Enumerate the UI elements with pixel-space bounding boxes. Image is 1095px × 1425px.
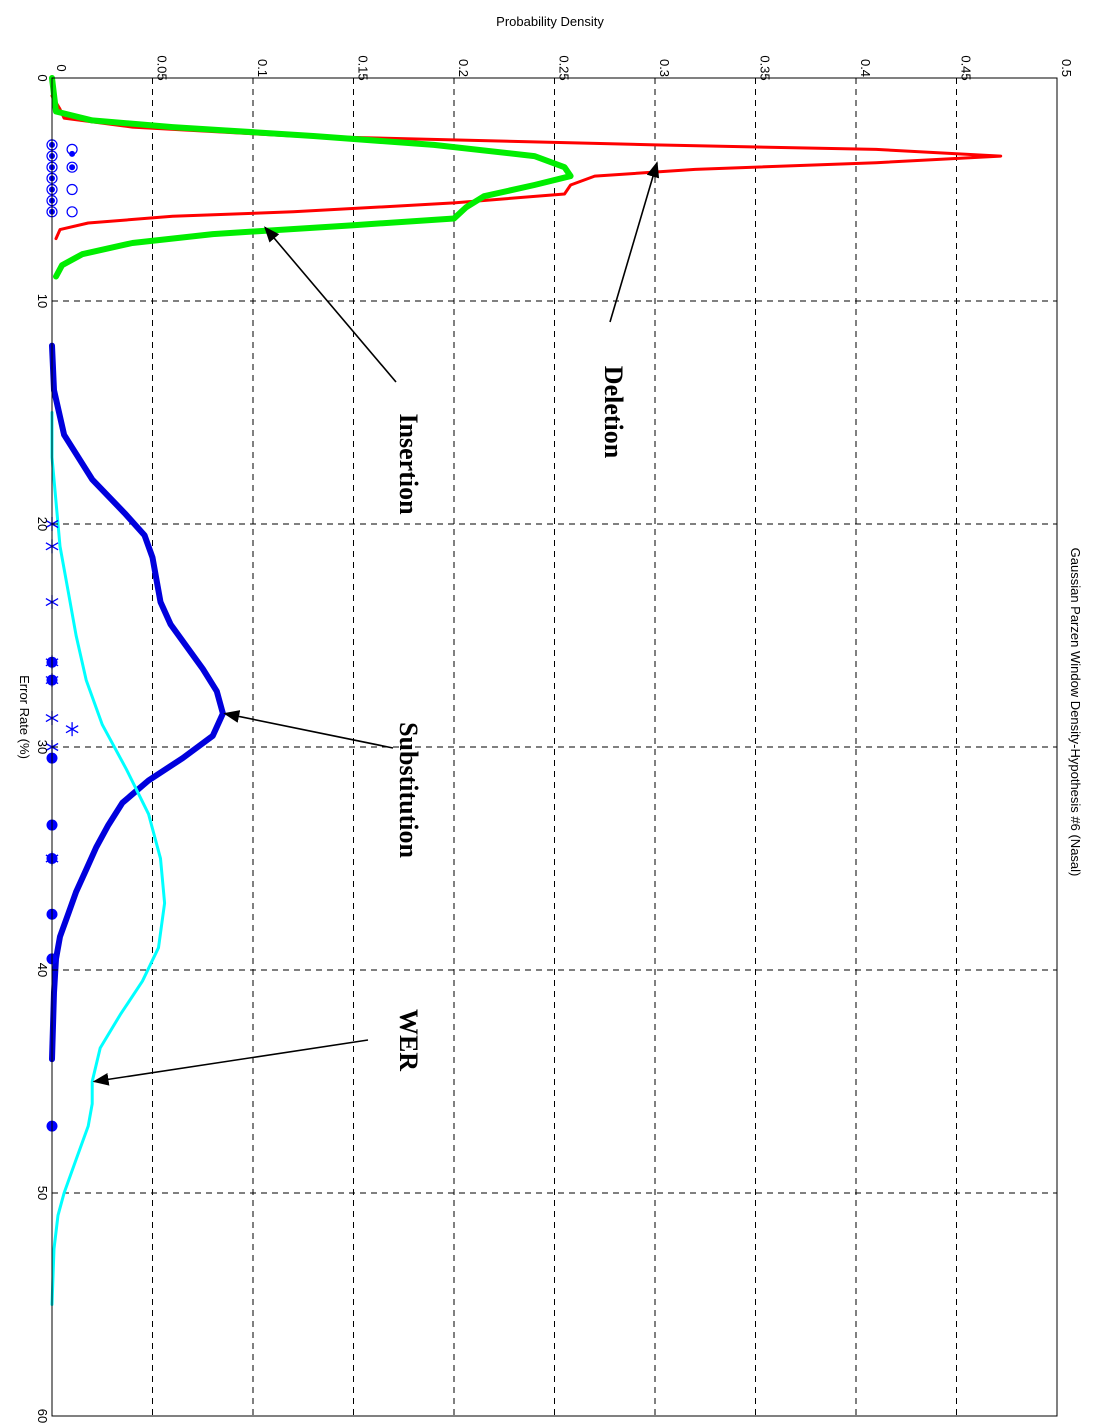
- x-tick-label: 40: [35, 963, 50, 977]
- series-substitution: [49, 342, 226, 1063]
- x-tick-label: 20: [35, 517, 50, 531]
- marker-star: [65, 722, 79, 737]
- annotations: Deletion Insertion Substitution WER: [92, 161, 660, 1086]
- marker-star-stroke: [65, 725, 79, 734]
- y-tick-label: 0.3: [657, 59, 672, 77]
- tick-labels: 0 0.05 0.1 0.15 0.2 0.25 0.3 0.35 0.4 0.45 0.5 0 10 2…: [35, 55, 1074, 1423]
- x-tick-label: 0: [35, 74, 50, 81]
- series-group: [49, 75, 1003, 1306]
- y-tick-label: 0.4: [858, 59, 873, 77]
- y-tick-label: 0.15: [356, 55, 371, 80]
- x-axis-label: Error Rate (%): [17, 675, 32, 759]
- annotation-arrow: [223, 710, 394, 749]
- marker-circle: [66, 206, 78, 218]
- annotation-wer: WER: [394, 1009, 423, 1071]
- y-tick-label: 0.35: [758, 55, 773, 80]
- annotation-arrow: [264, 226, 397, 383]
- marker-dot: [69, 164, 76, 171]
- y-tick-label: 0.05: [155, 55, 170, 80]
- annotation-substitution: Substitution: [394, 722, 423, 858]
- annotation-arrow: [609, 161, 660, 323]
- annotation-insertion: Insertion: [394, 413, 423, 515]
- annotation-arrow: [92, 1039, 369, 1086]
- annotation-deletion: Deletion: [599, 366, 628, 459]
- x-tick-label: 10: [35, 294, 50, 308]
- x-tick-label: 60: [35, 1409, 50, 1423]
- x-tick-label: 30: [35, 740, 50, 754]
- y-tick-label: 0.1: [255, 59, 270, 77]
- y-tick-label: 0.25: [557, 55, 572, 80]
- x-tick-label: 50: [35, 1186, 50, 1200]
- chart-title: Gaussian Parzen Window Density-Hypothesi…: [1068, 548, 1083, 877]
- series-insertion: [49, 75, 574, 280]
- grid-lines: [51, 77, 1058, 1417]
- y-tick-label: 0: [54, 64, 69, 71]
- y-tick-label: 0.45: [959, 55, 974, 80]
- marker-circle: [66, 161, 78, 173]
- y-tick-label: 0.5: [1059, 59, 1074, 77]
- marker-circle: [66, 183, 78, 196]
- y-tick-label: 0.2: [456, 59, 471, 77]
- y-axis-label: Probability Density: [496, 14, 604, 29]
- marker-dot: [69, 150, 76, 157]
- series-deletion: [50, 94, 1003, 241]
- series-wer: [50, 411, 167, 1306]
